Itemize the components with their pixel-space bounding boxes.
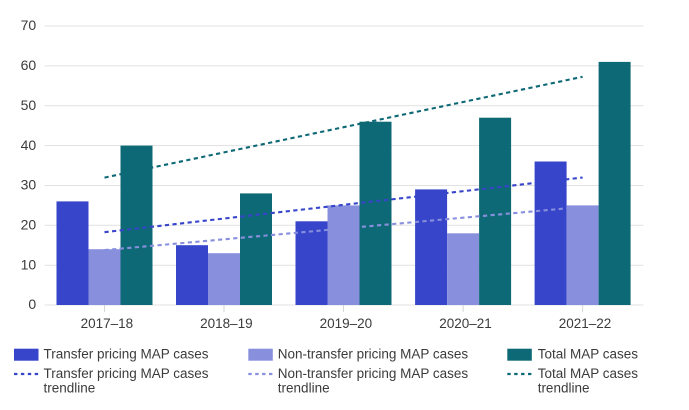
svg-text:60: 60 xyxy=(21,57,37,73)
svg-text:30: 30 xyxy=(21,177,37,193)
svg-text:2021–22: 2021–22 xyxy=(559,316,612,331)
svg-text:trendline: trendline xyxy=(278,380,330,395)
svg-text:trendline: trendline xyxy=(538,380,590,395)
svg-text:40: 40 xyxy=(21,137,37,153)
svg-text:Total MAP cases: Total MAP cases xyxy=(538,366,639,381)
svg-text:Total MAP cases: Total MAP cases xyxy=(538,346,639,361)
svg-text:10: 10 xyxy=(21,256,37,272)
svg-text:Transfer pricing MAP cases: Transfer pricing MAP cases xyxy=(44,346,209,361)
svg-text:0: 0 xyxy=(28,296,36,312)
svg-text:Non-transfer pricing MAP cases: Non-transfer pricing MAP cases xyxy=(278,366,469,381)
svg-text:2020–21: 2020–21 xyxy=(439,316,492,331)
svg-text:2017–18: 2017–18 xyxy=(81,316,134,331)
svg-text:Non-transfer pricing MAP cases: Non-transfer pricing MAP cases xyxy=(278,346,469,361)
svg-text:20: 20 xyxy=(21,217,37,233)
svg-text:2019–20: 2019–20 xyxy=(320,316,373,331)
svg-text:50: 50 xyxy=(21,97,37,113)
svg-text:trendline: trendline xyxy=(44,380,96,395)
svg-text:Transfer pricing MAP cases: Transfer pricing MAP cases xyxy=(44,366,209,381)
svg-text:70: 70 xyxy=(21,17,37,33)
svg-text:2018–19: 2018–19 xyxy=(200,316,253,331)
